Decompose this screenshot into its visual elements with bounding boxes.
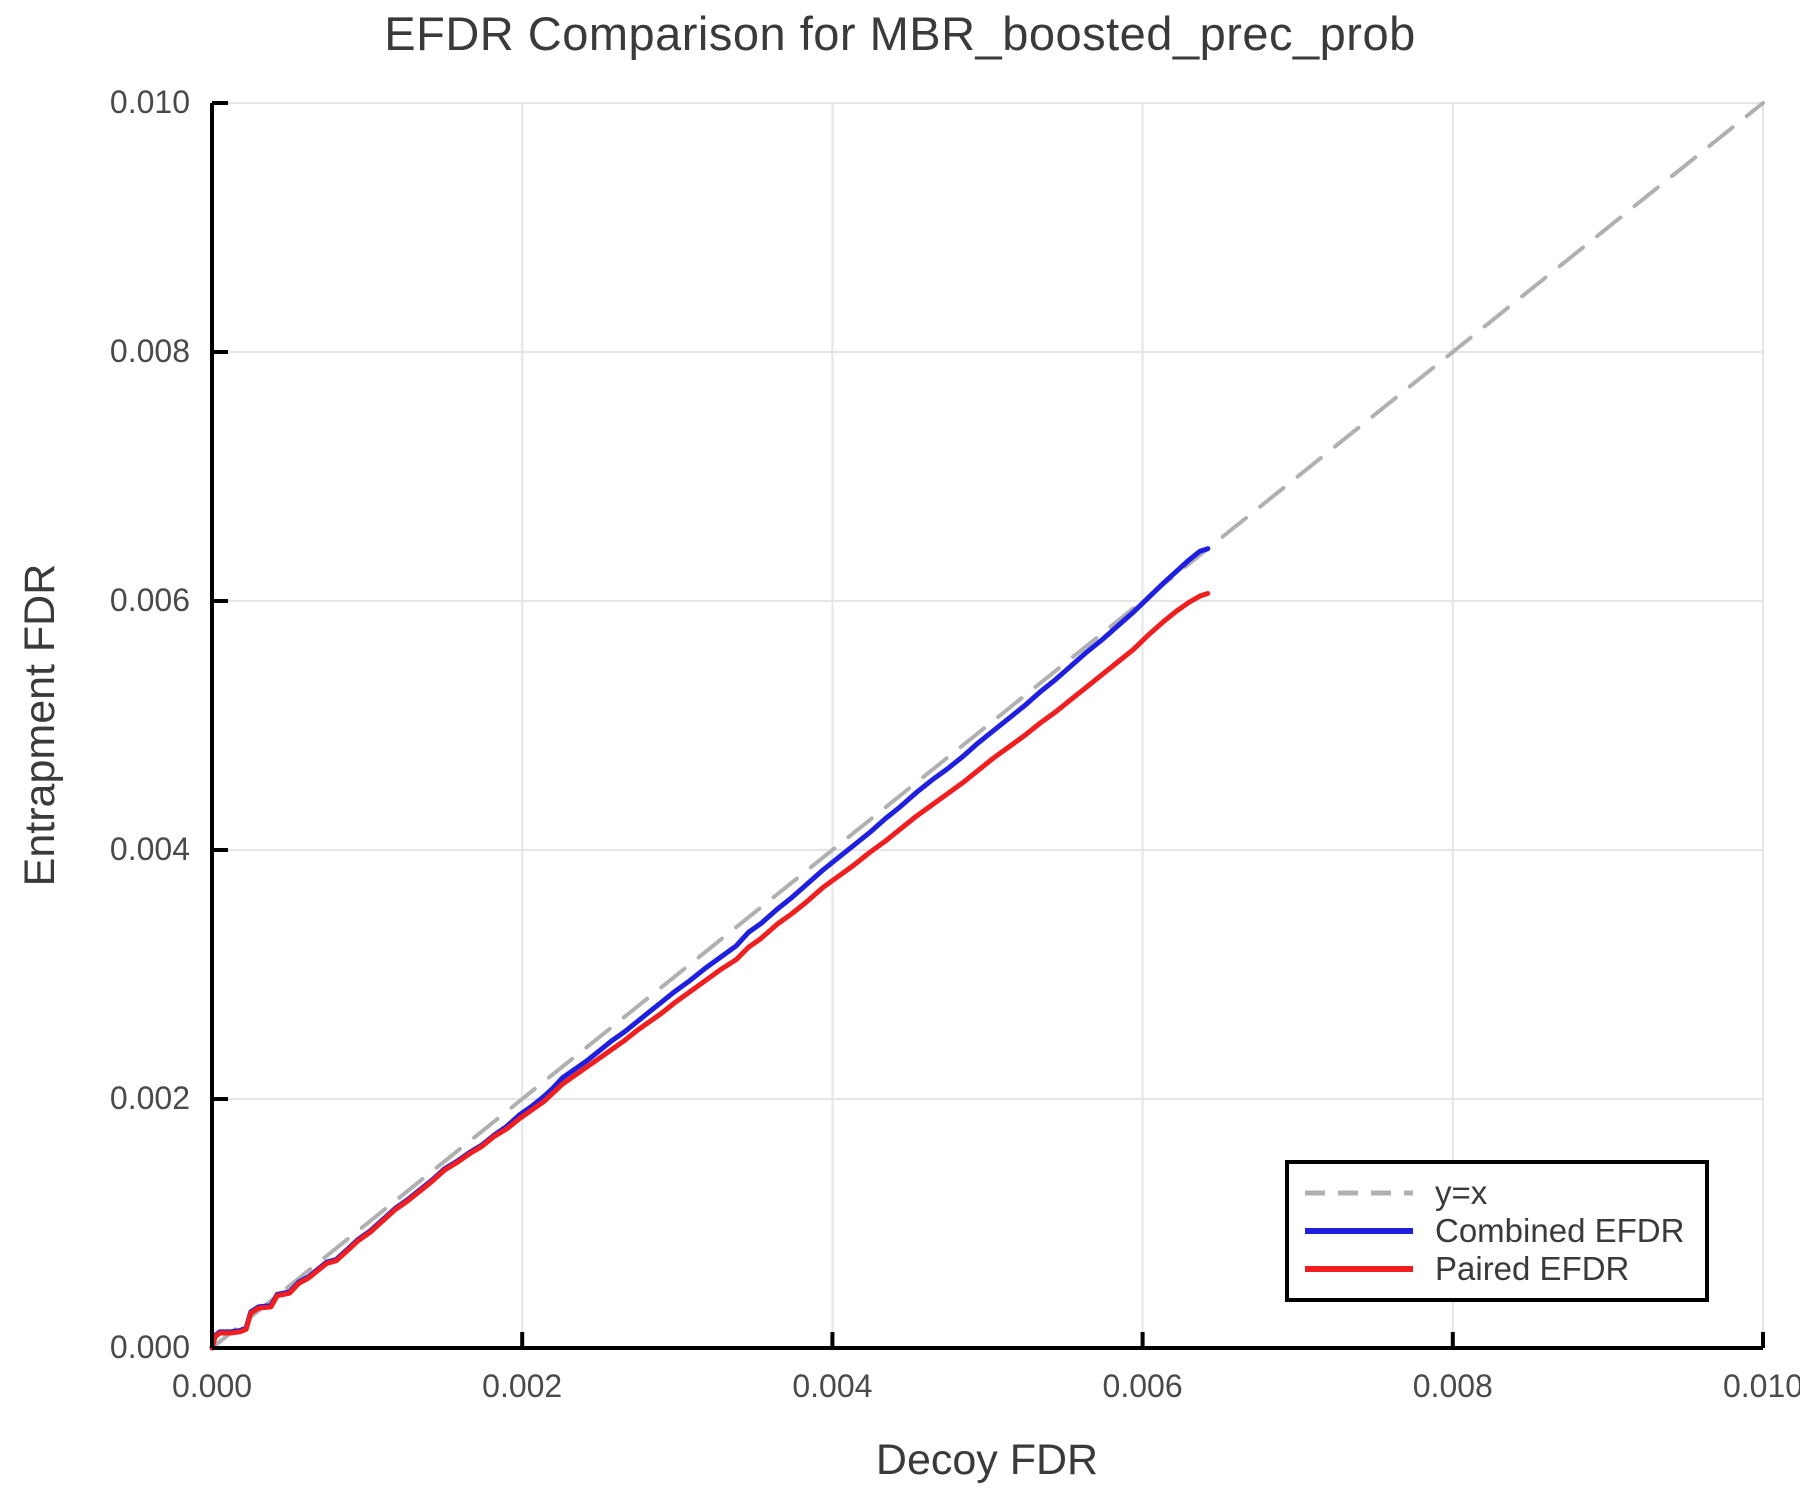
x-axis-label: Decoy FDR	[875, 1436, 1099, 1484]
legend: y=x Combined EFDR Paired EFDR	[1285, 1160, 1709, 1302]
y-tick-label: 0.002	[109, 1080, 190, 1116]
x-tick-label: 0.000	[171, 1368, 253, 1404]
chart-title: EFDR Comparison for MBR_boosted_prec_pro…	[384, 7, 1416, 60]
legend-line-sample	[1305, 1190, 1413, 1196]
series-line-y-x	[210, 101, 1765, 1350]
x-tick-label: 0.006	[1102, 1368, 1183, 1404]
y-tick-label: 0.004	[109, 831, 190, 867]
legend-entry-label: y=x	[1435, 1174, 1488, 1211]
x-tick-label: 0.002	[482, 1368, 563, 1404]
y-tick-label: 0.008	[109, 333, 190, 369]
legend-entry: Combined EFDR	[1303, 1212, 1705, 1250]
y-tick-label: 0.010	[109, 84, 190, 120]
x-tick-label: 0.010	[1722, 1368, 1800, 1404]
legend-entry-label: Combined EFDR	[1435, 1212, 1685, 1249]
y-tick-label: 0.000	[109, 1329, 190, 1365]
legend-line-sample	[1305, 1228, 1413, 1234]
x-tick-label: 0.008	[1412, 1368, 1493, 1404]
series-line-paired-efdr	[209, 591, 1211, 1351]
legend-entry: y=x	[1303, 1174, 1705, 1212]
y-tick-label: 0.006	[109, 582, 190, 618]
x-tick-label: 0.004	[792, 1368, 873, 1404]
legend-line-sample	[1305, 1266, 1413, 1272]
legend-entry: Paired EFDR	[1303, 1250, 1705, 1288]
legend-entry-label: Paired EFDR	[1435, 1250, 1630, 1287]
